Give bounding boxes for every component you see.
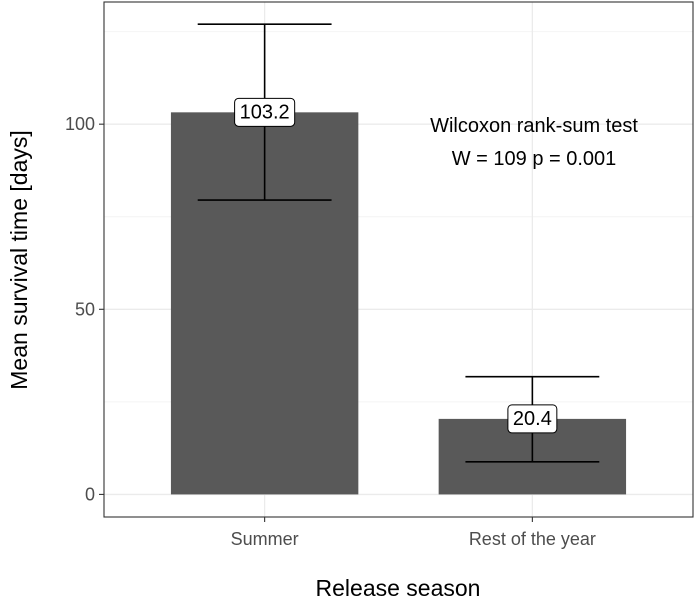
data-label: 103.2: [234, 97, 296, 127]
axis-ticks: 0 50 100 Summer Rest of the year: [65, 114, 596, 549]
data-label-text: 103.2: [240, 101, 290, 123]
data-label-text: 20.4: [513, 408, 552, 430]
x-tick-label: Summer: [231, 529, 299, 549]
y-tick-label: 0: [85, 484, 95, 504]
test-statistic-annotation: W = 109 p = 0.001: [452, 148, 617, 170]
test-name-annotation: Wilcoxon rank-sum test: [430, 115, 638, 137]
y-tick-label: 100: [65, 114, 95, 134]
data-label-box: [234, 97, 296, 127]
y-axis-title: Mean survival time [days]: [6, 130, 32, 389]
y-tick-label: 50: [75, 299, 95, 319]
data-label-box: [507, 404, 558, 434]
x-axis-title: Release season: [316, 575, 481, 601]
data-labels: 103.2 20.4: [234, 97, 558, 434]
data-label: 20.4: [507, 404, 558, 434]
panel-border: [103, 1, 694, 518]
x-tick-label: Rest of the year: [469, 529, 596, 549]
